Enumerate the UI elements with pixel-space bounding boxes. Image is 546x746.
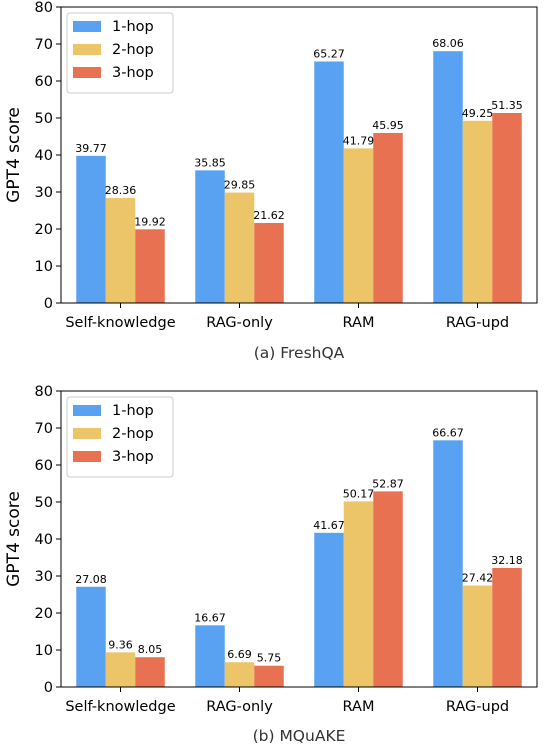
bar-value-label: 52.87 xyxy=(372,477,404,490)
bar-value-label: 8.05 xyxy=(138,643,163,656)
x-category-label: RAG-only xyxy=(206,315,273,331)
bar-value-label: 6.69 xyxy=(227,648,252,661)
y-tick-label: 30 xyxy=(35,185,53,201)
bar-2-hop-2 xyxy=(343,501,374,687)
bar-value-label: 9.36 xyxy=(108,638,133,651)
bar-value-label: 35.85 xyxy=(194,156,226,169)
y-tick-label: 60 xyxy=(35,458,53,474)
y-tick-label: 0 xyxy=(44,296,53,312)
x-category-label: Self-knowledge xyxy=(65,315,175,331)
bar-3-hop-3 xyxy=(492,567,522,687)
bar-value-label: 16.67 xyxy=(194,611,226,624)
legend-label: 2-hop xyxy=(112,42,154,58)
bar-1-hop-0 xyxy=(76,155,106,303)
y-tick-label: 40 xyxy=(35,532,53,548)
y-tick-label: 10 xyxy=(35,259,53,275)
y-tick-label: 80 xyxy=(35,0,53,16)
y-tick-label: 30 xyxy=(35,569,53,585)
bar-value-label: 65.27 xyxy=(313,48,345,61)
x-category-label: RAG-upd xyxy=(446,699,509,715)
y-tick-label: 40 xyxy=(35,148,53,164)
bar-1-hop-3 xyxy=(433,440,463,687)
bar-value-label: 32.18 xyxy=(491,554,523,567)
bar-value-label: 19.92 xyxy=(134,215,166,228)
bar-1-hop-1 xyxy=(195,170,225,303)
legend: 1-hop 2-hop 3-hop xyxy=(66,12,174,94)
x-category-label: RAM xyxy=(343,699,375,715)
chart-mquake: 27.08 16.67 41.67 66.67 9.36 6.69 50.17 27.42 8.… xyxy=(4,384,538,745)
y-tick-label: 60 xyxy=(35,74,53,90)
bar-3-hop-2 xyxy=(373,132,403,303)
legend-label: 1-hop xyxy=(112,403,154,419)
bar-2-hop-3 xyxy=(462,585,493,687)
bar-value-label: 27.08 xyxy=(75,573,107,586)
legend-swatch-2-hop xyxy=(73,428,101,439)
bar-1-hop-2 xyxy=(314,532,344,687)
y-tick-label: 70 xyxy=(35,421,53,437)
bar-value-label: 39.77 xyxy=(75,142,107,155)
bar-2-hop-1 xyxy=(224,192,255,303)
bar-2-hop-1 xyxy=(224,662,255,687)
bar-3-hop-0 xyxy=(135,657,165,687)
bar-value-label: 41.67 xyxy=(313,519,345,532)
x-category-label: RAG-upd xyxy=(446,315,509,331)
bar-3-hop-1 xyxy=(254,665,284,687)
bar-value-label: 41.79 xyxy=(343,134,375,147)
legend-swatch-1-hop xyxy=(73,21,101,32)
y-tick-label: 20 xyxy=(35,606,53,622)
bar-value-label: 5.75 xyxy=(257,652,282,665)
y-axis-label: GPT4 score xyxy=(4,107,24,203)
bar-2-hop-3 xyxy=(462,120,493,304)
bar-value-label: 68.06 xyxy=(432,37,464,50)
y-tick-label: 80 xyxy=(35,384,53,400)
bar-1-hop-1 xyxy=(195,625,225,687)
y-tick-label: 10 xyxy=(35,643,53,659)
bar-value-label: 66.67 xyxy=(432,426,464,439)
bar-1-hop-3 xyxy=(433,51,463,303)
y-tick-label: 20 xyxy=(35,222,53,238)
y-axis-label: GPT4 score xyxy=(4,491,24,587)
bar-value-label: 49.25 xyxy=(462,107,494,120)
bar-value-label: 21.62 xyxy=(253,209,285,222)
bar-2-hop-0 xyxy=(105,198,136,303)
legend-swatch-3-hop xyxy=(73,67,101,78)
bar-3-hop-1 xyxy=(254,223,284,303)
x-category-label: RAG-only xyxy=(206,699,273,715)
chart-caption: (b) MQuAKE xyxy=(253,727,346,745)
bar-3-hop-3 xyxy=(492,113,522,303)
legend-swatch-3-hop xyxy=(73,451,101,462)
legend-label: 3-hop xyxy=(112,449,154,465)
bar-3-hop-2 xyxy=(373,491,403,687)
legend-label: 1-hop xyxy=(112,19,154,35)
x-category-label: RAM xyxy=(343,315,375,331)
bar-value-label: 50.17 xyxy=(343,487,375,500)
bar-3-hop-0 xyxy=(135,229,165,303)
legend-swatch-1-hop xyxy=(73,405,101,416)
chart-freshqa: 39.77 35.85 65.27 68.06 28.36 29.85 41.79 49.25… xyxy=(4,0,538,362)
legend-label: 2-hop xyxy=(112,426,154,442)
bar-value-label: 28.36 xyxy=(105,184,137,197)
y-tick-label: 70 xyxy=(35,37,53,53)
y-tick-label: 50 xyxy=(35,111,53,127)
legend-swatch-2-hop xyxy=(73,44,101,55)
y-tick-label: 50 xyxy=(35,495,53,511)
bar-1-hop-2 xyxy=(314,61,344,303)
x-category-label: Self-knowledge xyxy=(65,699,175,715)
bar-value-label: 29.85 xyxy=(224,179,256,192)
chart-caption: (a) FreshQA xyxy=(254,344,345,362)
bar-1-hop-0 xyxy=(76,586,106,687)
bar-2-hop-2 xyxy=(343,148,374,303)
y-tick-label: 0 xyxy=(44,680,53,696)
bar-value-label: 45.95 xyxy=(372,119,404,132)
legend: 1-hop 2-hop 3-hop xyxy=(66,396,174,478)
bar-value-label: 51.35 xyxy=(491,99,523,112)
bar-2-hop-0 xyxy=(105,652,136,687)
legend-label: 3-hop xyxy=(112,65,154,81)
bar-value-label: 27.42 xyxy=(462,572,494,585)
